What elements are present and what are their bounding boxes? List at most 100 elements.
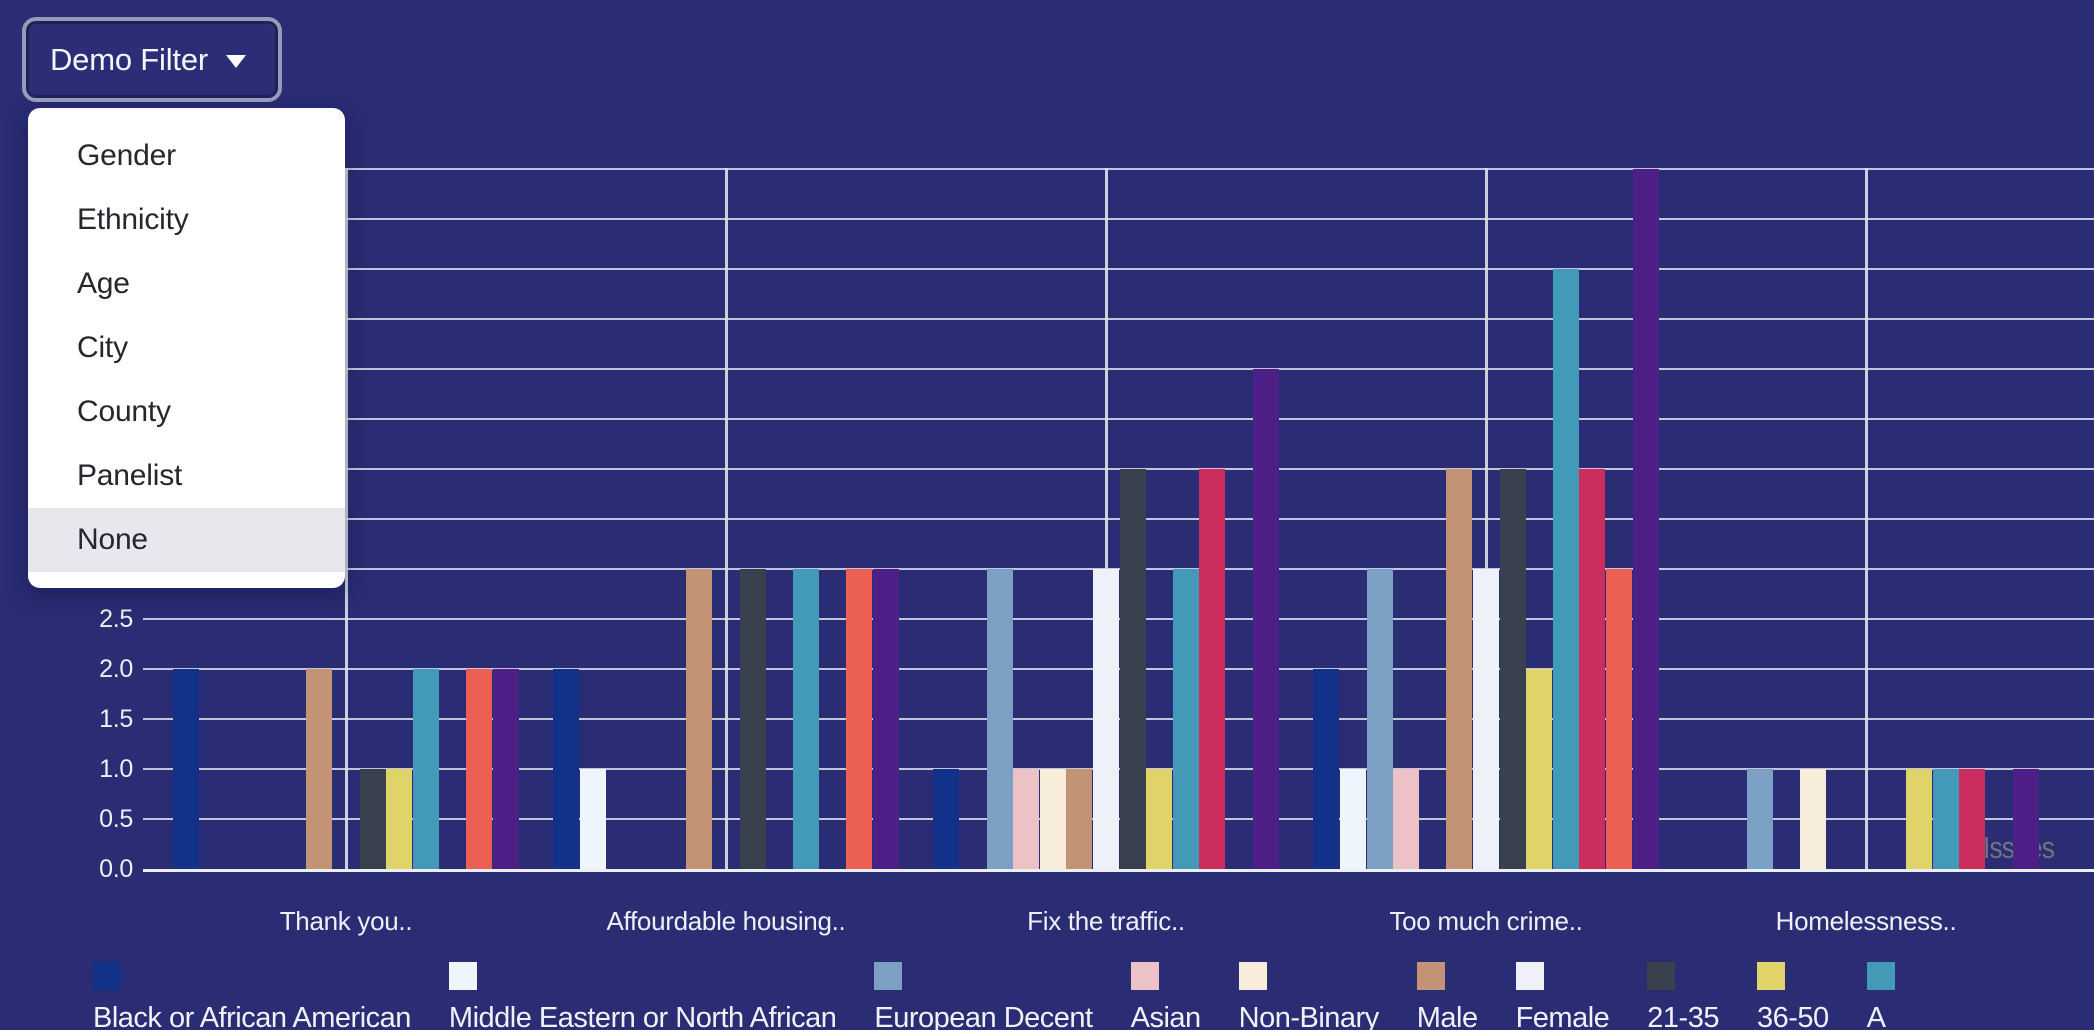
demo-filter-dropdown-menu: Gender Ethnicity Age City County Panelist None xyxy=(28,108,345,588)
bar-series13[interactable] xyxy=(492,669,519,869)
legend-item[interactable]: Non-Binary xyxy=(1238,962,1380,1030)
bar-series11[interactable] xyxy=(1959,769,1986,869)
bar-series12[interactable] xyxy=(846,569,872,869)
y-tick-label: 2.0 xyxy=(99,655,133,683)
gridline-horizontal xyxy=(143,518,2094,520)
legend-item[interactable]: 21-35 xyxy=(1647,962,1719,1030)
gridline-vertical xyxy=(1104,168,1108,869)
demo-filter-button-label: Demo Filter xyxy=(50,41,208,77)
bar-european-decent[interactable] xyxy=(986,569,1013,869)
y-tick-label: 2.5 xyxy=(99,605,133,633)
gridline-horizontal xyxy=(143,318,2094,320)
bar-non-binary[interactable] xyxy=(1799,769,1826,869)
bar-a[interactable] xyxy=(792,569,819,869)
bar-black-or-african-american[interactable] xyxy=(933,769,960,869)
legend-swatch xyxy=(1238,962,1267,990)
legend-label: Black or African American xyxy=(93,1002,411,1030)
bar-36-50[interactable] xyxy=(1146,769,1173,869)
menu-item-age[interactable]: Age xyxy=(77,267,130,300)
bar-middle-eastern-or-north-african[interactable] xyxy=(1340,769,1366,869)
bar-black-or-african-american[interactable] xyxy=(173,669,200,869)
legend-item[interactable]: Male xyxy=(1416,962,1478,1030)
menu-item-county[interactable]: County xyxy=(77,395,171,428)
gridline-horizontal xyxy=(143,418,2094,420)
bar-36-50[interactable] xyxy=(1906,769,1933,869)
gridline-horizontal xyxy=(143,218,2094,220)
bar-middle-eastern-or-north-african[interactable] xyxy=(580,769,606,869)
category-label: Homelessness.. xyxy=(1775,906,1957,936)
legend-item[interactable]: A xyxy=(1866,962,1895,1030)
bar-black-or-african-american[interactable] xyxy=(553,669,580,869)
bar-series12[interactable] xyxy=(1606,569,1632,869)
chart-plot-area: Issues xyxy=(143,168,2094,872)
bar-21-35[interactable] xyxy=(359,769,386,869)
legend-item[interactable]: European Decent xyxy=(874,962,1093,1030)
bar-male[interactable] xyxy=(1446,469,1473,869)
y-tick-label: 0.5 xyxy=(99,805,133,833)
category-label: Affourdable housing.. xyxy=(606,906,846,936)
bar-black-or-african-american[interactable] xyxy=(1313,669,1340,869)
bar-36-50[interactable] xyxy=(1526,669,1553,869)
menu-item-none[interactable]: None xyxy=(28,508,345,572)
legend-swatch xyxy=(93,962,121,990)
gridline-vertical xyxy=(344,168,348,869)
bar-male[interactable] xyxy=(1066,769,1093,869)
gridline-horizontal xyxy=(143,168,2094,170)
bar-a[interactable] xyxy=(412,669,439,869)
bar-36-50[interactable] xyxy=(386,769,413,869)
chevron-down-icon xyxy=(226,55,246,68)
legend-item[interactable]: Asian xyxy=(1130,962,1202,1030)
category-label: Thank you.. xyxy=(279,906,413,936)
legend-label: Asian xyxy=(1130,1002,1202,1030)
bar-a[interactable] xyxy=(1172,569,1199,869)
category-label: Fix the traffic.. xyxy=(1027,906,1185,936)
legend-label: Female xyxy=(1515,1002,1610,1030)
legend-swatch xyxy=(874,962,903,990)
bar-series11[interactable] xyxy=(1579,469,1606,869)
legend-item[interactable]: 36-50 xyxy=(1756,962,1829,1030)
bar-european-decent[interactable] xyxy=(1366,569,1393,869)
legend-item[interactable]: Middle Eastern or North African xyxy=(448,962,837,1030)
bar-female[interactable] xyxy=(1473,569,1499,869)
bar-series13[interactable] xyxy=(1632,169,1659,869)
gridline-vertical xyxy=(724,168,728,869)
legend-item[interactable]: Female xyxy=(1515,962,1610,1030)
bar-male[interactable] xyxy=(306,669,333,869)
gridline-horizontal xyxy=(143,468,2094,470)
bar-asian[interactable] xyxy=(1393,769,1420,869)
legend-label: Male xyxy=(1416,1002,1478,1030)
bar-male[interactable] xyxy=(686,569,713,869)
bar-series13[interactable] xyxy=(2012,769,2039,869)
gridline-horizontal xyxy=(143,368,2094,370)
legend-label: A xyxy=(1866,1002,1886,1030)
y-tick-label: 1.0 xyxy=(99,755,133,783)
legend-label: Non-Binary xyxy=(1238,1002,1380,1030)
legend-label: Middle Eastern or North African xyxy=(448,1002,837,1030)
bar-21-35[interactable] xyxy=(739,569,766,869)
bar-21-35[interactable] xyxy=(1499,469,1526,869)
bar-21-35[interactable] xyxy=(1119,469,1146,869)
menu-item-gender[interactable]: Gender xyxy=(77,139,176,172)
bar-non-binary[interactable] xyxy=(1039,769,1066,869)
bar-series11[interactable] xyxy=(1199,469,1226,869)
legend-swatch xyxy=(1515,962,1544,990)
bar-european-decent[interactable] xyxy=(1746,769,1773,869)
bar-series13[interactable] xyxy=(1252,369,1279,869)
legend-item[interactable]: Black or African American xyxy=(93,962,411,1030)
menu-item-city[interactable]: City xyxy=(77,331,128,364)
demo-filter-button[interactable]: Demo Filter xyxy=(22,17,282,102)
y-tick-label: 1.5 xyxy=(99,705,133,733)
menu-item-ethnicity[interactable]: Ethnicity xyxy=(77,203,189,236)
bar-a[interactable] xyxy=(1552,269,1579,869)
y-tick-label: 0.0 xyxy=(99,855,133,883)
bar-series13[interactable] xyxy=(872,569,899,869)
menu-item-panelist[interactable]: Panelist xyxy=(77,459,183,492)
legend-swatch xyxy=(448,962,477,990)
legend-swatch xyxy=(1130,962,1159,990)
bar-female[interactable] xyxy=(1093,569,1119,869)
bar-asian[interactable] xyxy=(1013,769,1040,869)
gridline-vertical xyxy=(1484,168,1488,869)
bar-a[interactable] xyxy=(1932,769,1959,869)
bar-series12[interactable] xyxy=(466,669,492,869)
